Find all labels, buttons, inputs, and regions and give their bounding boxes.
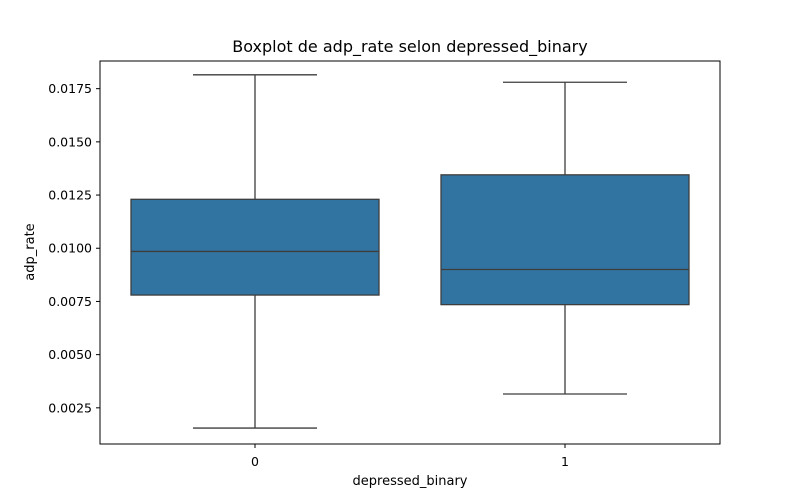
chart-title: Boxplot de adp_rate selon depressed_bina…	[232, 37, 587, 57]
y-tick-label: 0.0100	[48, 241, 92, 256]
box-group-0	[130, 74, 380, 429]
y-axis-label: adp_rate	[23, 223, 38, 280]
y-tick-label: 0.0025	[48, 400, 92, 415]
iqr-box	[440, 174, 690, 306]
y-tick-label: 0.0175	[48, 81, 92, 96]
y-tick-label: 0.0050	[48, 347, 92, 362]
y-tick-label: 0.0150	[48, 134, 92, 149]
x-axis-label: depressed_binary	[353, 474, 468, 489]
x-tick-label: 0	[251, 454, 259, 469]
x-tick-label: 1	[561, 454, 569, 469]
plot-area	[130, 74, 690, 429]
y-tick-label: 0.0125	[48, 188, 92, 203]
y-tick-label: 0.0075	[48, 294, 92, 309]
iqr-box	[130, 198, 380, 296]
box-group-1	[440, 81, 690, 395]
axes: 0.0025 0.0050 0.0075 0.0100 0.0125 0.0150 0.01…	[48, 81, 569, 469]
plot-frame	[99, 60, 721, 445]
